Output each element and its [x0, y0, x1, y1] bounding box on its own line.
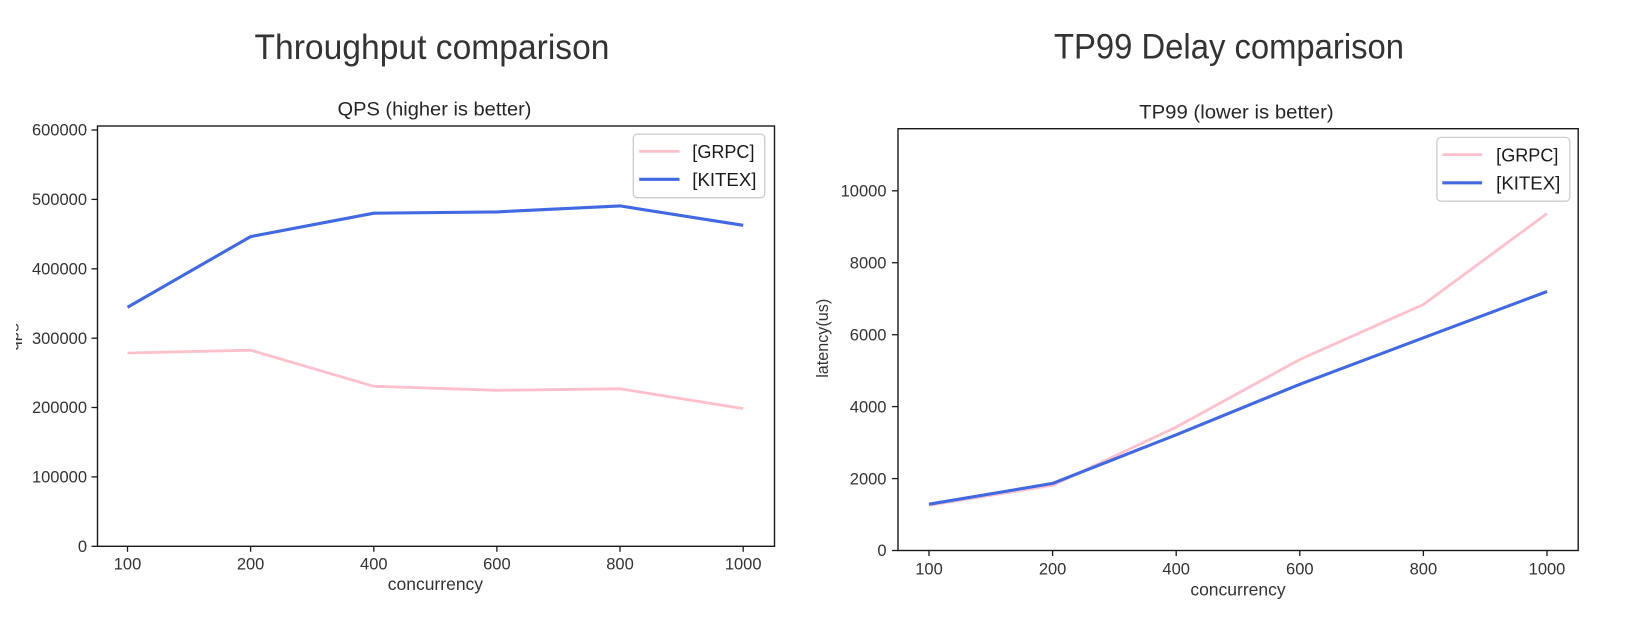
- svg-text:400: 400: [360, 556, 388, 574]
- svg-text:600: 600: [1286, 561, 1314, 579]
- svg-text:1000: 1000: [725, 556, 762, 574]
- svg-text:concurrency: concurrency: [388, 574, 484, 594]
- svg-text:TP99 Delay comparison: TP99 Delay comparison: [1054, 27, 1404, 67]
- svg-text:2000: 2000: [850, 470, 887, 488]
- svg-text:10000: 10000: [841, 183, 887, 201]
- svg-text:500000: 500000: [32, 191, 87, 209]
- svg-text:400000: 400000: [32, 261, 87, 279]
- svg-text:100000: 100000: [32, 469, 87, 487]
- svg-text:8000: 8000: [850, 254, 887, 272]
- svg-text:200000: 200000: [32, 399, 87, 417]
- svg-text:concurrency: concurrency: [1190, 579, 1286, 599]
- svg-text:TP99 (lower is better): TP99 (lower is better): [1139, 102, 1334, 123]
- svg-text:100: 100: [915, 561, 943, 579]
- svg-text:600: 600: [483, 556, 511, 574]
- svg-text:0: 0: [877, 542, 886, 560]
- svg-text:Throughput comparison: Throughput comparison: [255, 27, 610, 67]
- svg-text:[KITEX]: [KITEX]: [692, 170, 756, 190]
- svg-text:600000: 600000: [32, 122, 87, 140]
- svg-text:latency(us): latency(us): [814, 299, 832, 378]
- svg-text:qps: qps: [4, 323, 23, 350]
- svg-text:1000: 1000: [1529, 561, 1566, 579]
- svg-text:[GRPC]: [GRPC]: [692, 142, 754, 162]
- svg-text:200: 200: [1039, 561, 1067, 579]
- svg-text:6000: 6000: [850, 326, 887, 344]
- svg-text:4000: 4000: [850, 398, 887, 416]
- svg-text:800: 800: [1410, 561, 1438, 579]
- svg-text:800: 800: [606, 556, 634, 574]
- svg-text:QPS (higher is better): QPS (higher is better): [338, 100, 532, 121]
- svg-text:200: 200: [237, 556, 265, 574]
- svg-text:400: 400: [1162, 561, 1190, 579]
- svg-text:[KITEX]: [KITEX]: [1496, 174, 1560, 194]
- svg-text:300000: 300000: [32, 330, 87, 348]
- svg-text:100: 100: [114, 556, 142, 574]
- svg-text:[GRPC]: [GRPC]: [1496, 145, 1558, 165]
- svg-text:0: 0: [78, 538, 87, 556]
